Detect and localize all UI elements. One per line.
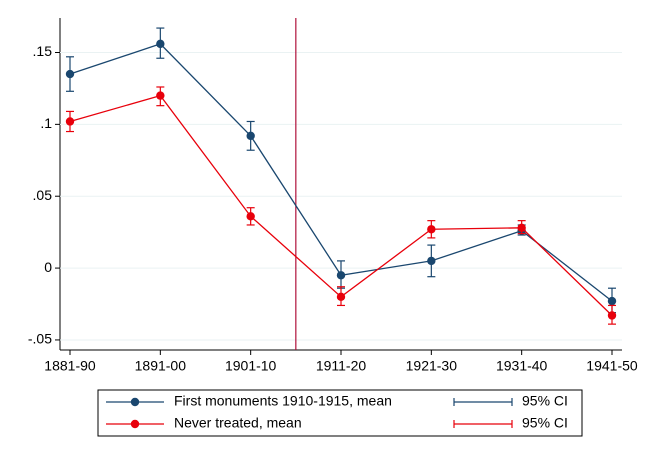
data-point [427,225,436,234]
x-tick-label: 1941-50 [586,358,638,374]
y-tick-label: -.05 [28,331,52,347]
data-point [517,223,526,233]
data-point [336,292,346,302]
x-tick-label: 1931-40 [496,358,548,374]
legend-ci-label: 95% CI [522,393,568,409]
x-tick-label: 1921-30 [406,358,458,374]
x-tick-label: 1901-10 [225,358,277,374]
y-tick-label: .1 [40,115,52,131]
data-point [336,271,346,280]
x-tick-label: 1881-90 [44,358,96,374]
data-point [607,311,617,320]
data-point [427,256,436,266]
legend [97,389,583,437]
y-tick-label: 0 [44,259,52,275]
data-point [156,91,165,100]
data-point [246,131,255,141]
data-point [65,69,75,79]
x-tick-label: 1911-20 [316,358,367,374]
legend-label: First monuments 1910-1915, mean [174,393,392,409]
data-point [607,296,617,306]
data-point [156,39,165,49]
y-tick-label: .05 [33,187,53,203]
legend-ci-label: 95% CI [522,415,568,431]
data-point [246,212,255,221]
y-tick-label: .15 [33,43,53,59]
legend-label: Never treated, mean [174,415,302,431]
x-tick-label: 1891-00 [135,358,187,374]
legend-marker [130,397,140,407]
legend-marker [130,419,140,429]
data-point [65,117,75,126]
